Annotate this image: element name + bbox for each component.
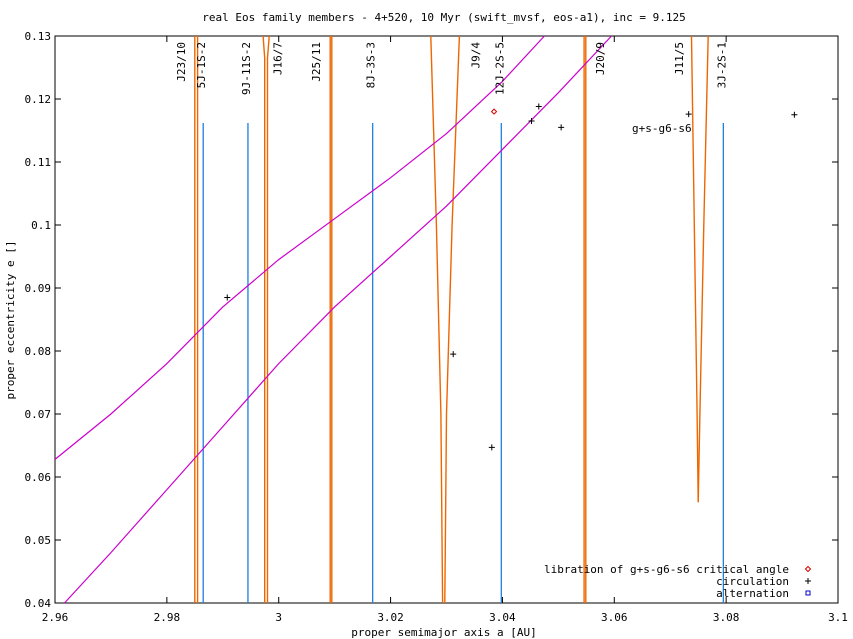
resonance-label: J23/10 [175,42,188,82]
circulation-point [558,124,565,131]
resonance-label: J20/9 [594,42,607,75]
x-tick-label: 3 [275,611,282,624]
y-tick-label: 0.1 [31,219,51,232]
curve-annotation: g+s-g6-s6 [632,122,692,135]
secular-curve [54,35,545,460]
circulation-point [791,111,798,118]
secular-curve [64,35,612,604]
legend-marker [805,578,811,584]
mean-motion-resonances [194,35,709,604]
legend-label: circulation [716,575,789,588]
circulation-point [535,103,542,110]
x-tick-label: 3.08 [713,611,740,624]
circulation-point [685,111,692,118]
mmr-border-right [697,35,709,503]
resonance-labels: J23/10 J16/7 J25/11 J9/4 J20/9 J11/5 5J-1S-2 9J… [175,42,729,95]
x-tick-label: 3.02 [377,611,404,624]
mmr-border-right [266,35,270,603]
x-tick-label: 3.06 [601,611,628,624]
resonance-label: 5J-1S-2 [195,42,208,88]
annotations: g+s-g6-s6 [632,122,692,135]
legend-marker [804,565,812,573]
x-tick-label: 2.96 [42,611,69,624]
plot-frame [54,35,839,604]
y-tick-label: 0.05 [25,534,52,547]
x-tick-label: 2.98 [154,611,181,624]
y-axis-label: proper eccentricity e [] [4,241,17,400]
circulation-point [528,118,535,125]
circulation-point [450,351,457,358]
y-tick-label: 0.09 [25,282,52,295]
x-axis: 2.96 2.98 3 3.02 3.04 3.06 3.08 3.1 [42,36,848,624]
y-axis: 0.04 0.05 0.06 0.07 0.08 0.09 0.1 0.11 0.12 0.13 [25,30,838,610]
resonance-label: 12J-2S-5 [493,42,506,95]
x-tick-label: 3.1 [828,611,848,624]
y-tick-label: 0.07 [25,408,52,421]
resonance-label: J9/4 [470,42,483,69]
secular-curves [54,35,612,604]
y-tick-label: 0.12 [25,93,52,106]
resonance-label: 3J-2S-1 [715,42,728,88]
resonance-label: J11/5 [673,42,686,75]
x-tick-label: 3.04 [489,611,516,624]
resonance-label: J16/7 [272,42,285,75]
secular-resonances [202,122,724,603]
x-axis-label: proper semimajor axis a [AU] [351,626,536,639]
circulation-point [224,294,231,301]
resonance-label: 8J-3S-3 [365,42,378,88]
y-tick-label: 0.08 [25,345,52,358]
legend-label: libration of g+s-g6-s6 critical angle [544,563,789,576]
mmr-border-left [690,35,699,503]
data-points [224,103,798,451]
legend: libration of g+s-g6-s6 critical anglecir… [544,563,812,600]
circulation-point [488,444,495,451]
libration-point [490,108,498,115]
resonance-label: J25/11 [310,42,323,82]
y-tick-label: 0.04 [25,597,52,610]
y-tick-label: 0.11 [25,156,52,169]
y-tick-label: 0.06 [25,471,52,484]
y-tick-label: 0.13 [25,30,52,43]
resonance-label: 9J-11S-2 [240,42,253,95]
legend-label: alternation [716,587,789,600]
mmr-border-left [262,35,266,603]
chart-title: real Eos family members - 4+520, 10 Myr … [202,11,685,24]
mmr-border-right [444,35,461,604]
mmr-border-left [430,35,444,604]
legend-marker [805,590,811,596]
